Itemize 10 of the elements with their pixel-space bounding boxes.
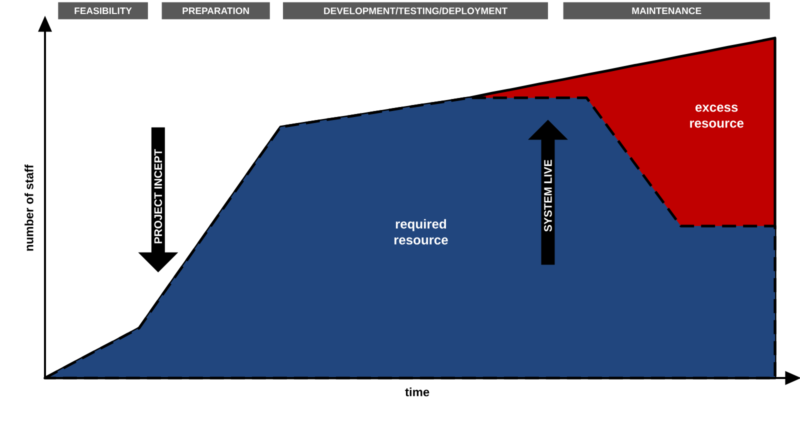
text: MAINTENANCE [632,7,702,14]
text: DEVELOPMENT/TESTING/DEPLOYMENT [324,7,508,14]
series-label: excess resource [690,104,744,128]
annotation: PROJECT INCEPT [154,149,162,244]
annotation: SYSTEM LIVE [544,160,552,232]
series-label: required resource [394,219,448,245]
text: PREPARATION [182,7,249,14]
x-axis-title: time [405,388,430,396]
text: FEASIBILITY [74,7,132,14]
y-axis-title: number of staff [24,164,34,251]
